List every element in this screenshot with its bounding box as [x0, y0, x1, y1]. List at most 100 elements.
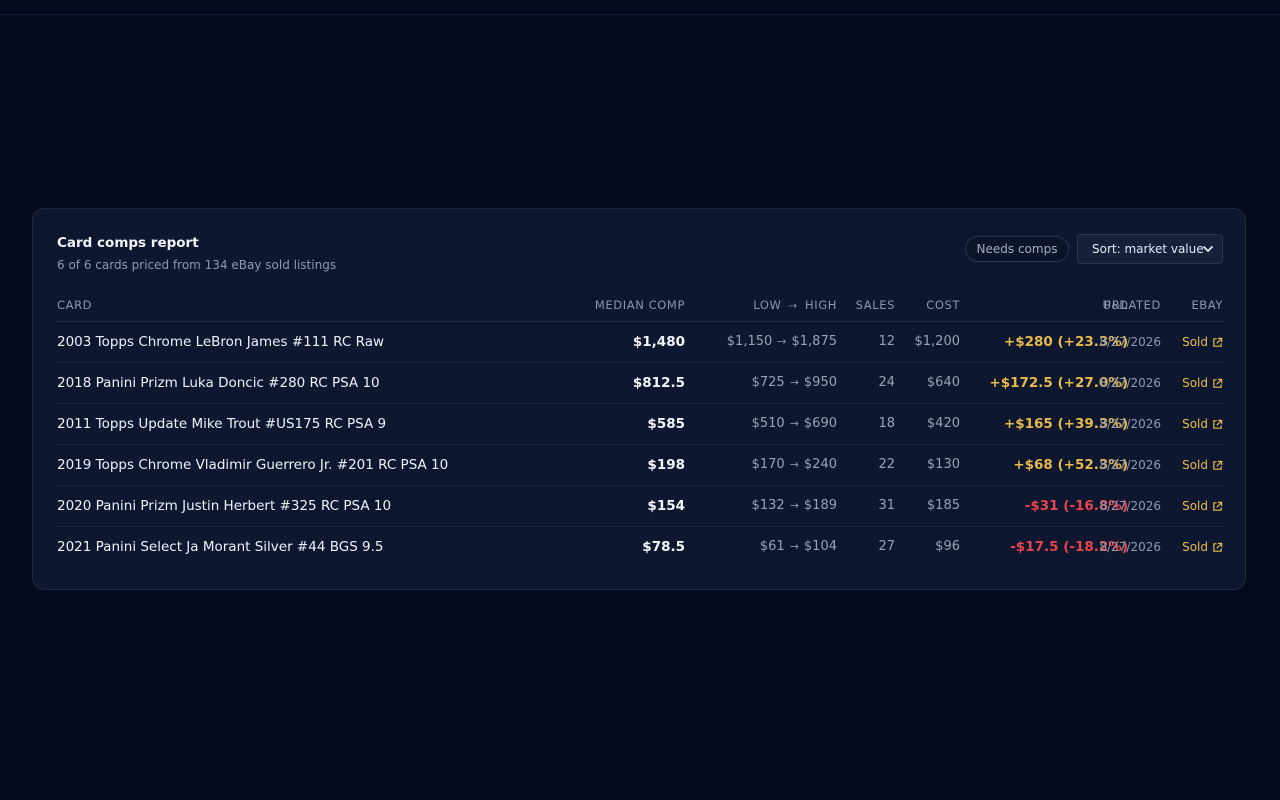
comps-table: CARD MEDIAN COMP LOW → HIGH SALES COST P… — [57, 289, 1223, 567]
price-range: $61 → $104 — [760, 539, 837, 554]
pnl-value: +$172.5 (+27.0%) — [989, 375, 1128, 391]
range-arrow: → — [789, 376, 799, 389]
external-link-icon — [1213, 337, 1223, 347]
cost-value: $1,200 — [914, 334, 961, 349]
range-arrow: → — [789, 417, 799, 430]
needs-comps-label: Needs comps — [976, 242, 1058, 256]
card-name: 2019 Topps Chrome Vladimir Guerrero Jr. … — [57, 457, 449, 473]
pnl-value: +$165 (+39.3%) — [1003, 416, 1128, 432]
median-comp: $1,480 — [632, 334, 685, 350]
sales-count: 31 — [878, 498, 895, 513]
pnl-value: +$280 (+23.3%) — [1003, 334, 1128, 350]
needs-comps-button[interactable]: Needs comps — [965, 236, 1069, 262]
cost-value: $130 — [926, 457, 960, 472]
external-link-icon — [1213, 460, 1223, 470]
low-price: $132 — [751, 498, 785, 513]
pnl-value: +$68 (+52.3%) — [1013, 457, 1128, 473]
col-pnl: P&L — [1103, 298, 1128, 312]
col-high: HIGH — [805, 298, 837, 312]
ebay-sold-link[interactable]: Sold — [1182, 335, 1223, 349]
col-card: CARD — [57, 298, 93, 312]
cost-value: $185 — [926, 498, 960, 513]
card-name: 2018 Panini Prizm Luka Doncic #280 RC PS… — [57, 375, 380, 391]
price-range: $1,150 → $1,875 — [727, 334, 837, 349]
card-name: 2020 Panini Prizm Justin Herbert #325 RC… — [57, 498, 392, 514]
table-row: 2011 Topps Update Mike Trout #US175 RC P… — [57, 404, 1223, 445]
price-range: $170 → $240 — [752, 457, 837, 472]
card-name: 2021 Panini Select Ja Morant Silver #44 … — [57, 539, 384, 555]
col-ebay: EBAY — [1191, 298, 1223, 312]
external-link-icon — [1213, 501, 1223, 511]
report-subtitle: 6 of 6 cards priced from 134 eBay sold l… — [57, 258, 337, 272]
range-arrow: → — [789, 499, 799, 512]
ebay-link-label: Sold — [1182, 335, 1208, 349]
median-comp: $154 — [647, 498, 685, 514]
low-price: $510 — [751, 416, 785, 431]
high-price: $189 — [803, 498, 837, 513]
range-arrow: → — [789, 540, 799, 553]
col-sales: SALES — [855, 298, 895, 312]
chevron-down-icon — [1203, 246, 1213, 252]
top-bar — [0, 0, 1280, 15]
high-price: $1,875 — [791, 334, 838, 349]
ebay-sold-link[interactable]: Sold — [1182, 458, 1223, 472]
ebay-link-label: Sold — [1182, 376, 1208, 390]
card-name: 2011 Topps Update Mike Trout #US175 RC P… — [57, 416, 387, 432]
external-link-icon — [1213, 542, 1223, 552]
table-row: 2020 Panini Prizm Justin Herbert #325 RC… — [57, 486, 1223, 527]
pnl-value: -$31 (-16.8%) — [1024, 498, 1128, 514]
table-header: CARD MEDIAN COMP LOW → HIGH SALES COST P… — [57, 289, 1223, 322]
sort-select[interactable]: Sort: market value — [1077, 234, 1223, 264]
sales-count: 27 — [878, 539, 895, 554]
table-row: 2019 Topps Chrome Vladimir Guerrero Jr. … — [57, 445, 1223, 486]
ebay-sold-link[interactable]: Sold — [1182, 417, 1223, 431]
sales-count: 24 — [878, 375, 895, 390]
high-price: $104 — [803, 539, 837, 554]
range-arrow: → — [789, 458, 799, 471]
low-price: $170 — [751, 457, 785, 472]
sort-select-label: Sort: market value — [1092, 242, 1204, 256]
ebay-link-label: Sold — [1182, 499, 1208, 513]
table-row: 2021 Panini Select Ja Morant Silver #44 … — [57, 527, 1223, 567]
table-row: 2018 Panini Prizm Luka Doncic #280 RC PS… — [57, 363, 1223, 404]
sales-count: 18 — [878, 416, 895, 431]
col-low-high: LOW → HIGH — [753, 298, 837, 312]
low-price: $61 — [759, 539, 785, 554]
ebay-link-label: Sold — [1182, 417, 1208, 431]
card-name: 2003 Topps Chrome LeBron James #111 RC R… — [57, 334, 385, 350]
high-price: $690 — [803, 416, 837, 431]
median-comp: $812.5 — [632, 375, 685, 391]
sales-count: 12 — [878, 334, 895, 349]
ebay-sold-link[interactable]: Sold — [1182, 376, 1223, 390]
table-row: 2003 Topps Chrome LeBron James #111 RC R… — [57, 322, 1223, 363]
updated-date: 8/27/2026 — [1099, 417, 1161, 431]
median-comp: $78.5 — [642, 539, 685, 555]
updated-date: 8/27/2026 — [1099, 335, 1161, 349]
sales-count: 22 — [878, 457, 895, 472]
ebay-sold-link[interactable]: Sold — [1182, 540, 1223, 554]
range-arrow: → — [777, 335, 787, 348]
col-cost: COST — [926, 298, 960, 312]
cost-value: $96 — [935, 539, 960, 554]
card-comps-panel: Card comps report 6 of 6 cards priced fr… — [32, 208, 1246, 590]
updated-date: 8/27/2026 — [1099, 376, 1161, 390]
table-body: 2003 Topps Chrome LeBron James #111 RC R… — [57, 322, 1223, 567]
price-range: $725 → $950 — [752, 375, 837, 390]
low-price: $725 — [751, 375, 785, 390]
col-low: LOW — [753, 298, 782, 312]
cost-value: $640 — [926, 375, 960, 390]
report-title: Card comps report — [57, 235, 199, 251]
updated-date: 8/27/2026 — [1099, 458, 1161, 472]
ebay-sold-link[interactable]: Sold — [1182, 499, 1223, 513]
cost-value: $420 — [926, 416, 960, 431]
high-price: $950 — [803, 375, 837, 390]
col-updated: UPDATED — [1102, 298, 1161, 312]
low-price: $1,150 — [726, 334, 773, 349]
ebay-link-label: Sold — [1182, 458, 1208, 472]
external-link-icon — [1213, 378, 1223, 388]
external-link-icon — [1213, 419, 1223, 429]
median-comp: $198 — [647, 457, 685, 473]
pnl-value: -$17.5 (-18.2%) — [1010, 539, 1128, 555]
updated-date: 8/27/2026 — [1099, 499, 1161, 513]
col-median-comp: MEDIAN COMP — [594, 298, 685, 312]
